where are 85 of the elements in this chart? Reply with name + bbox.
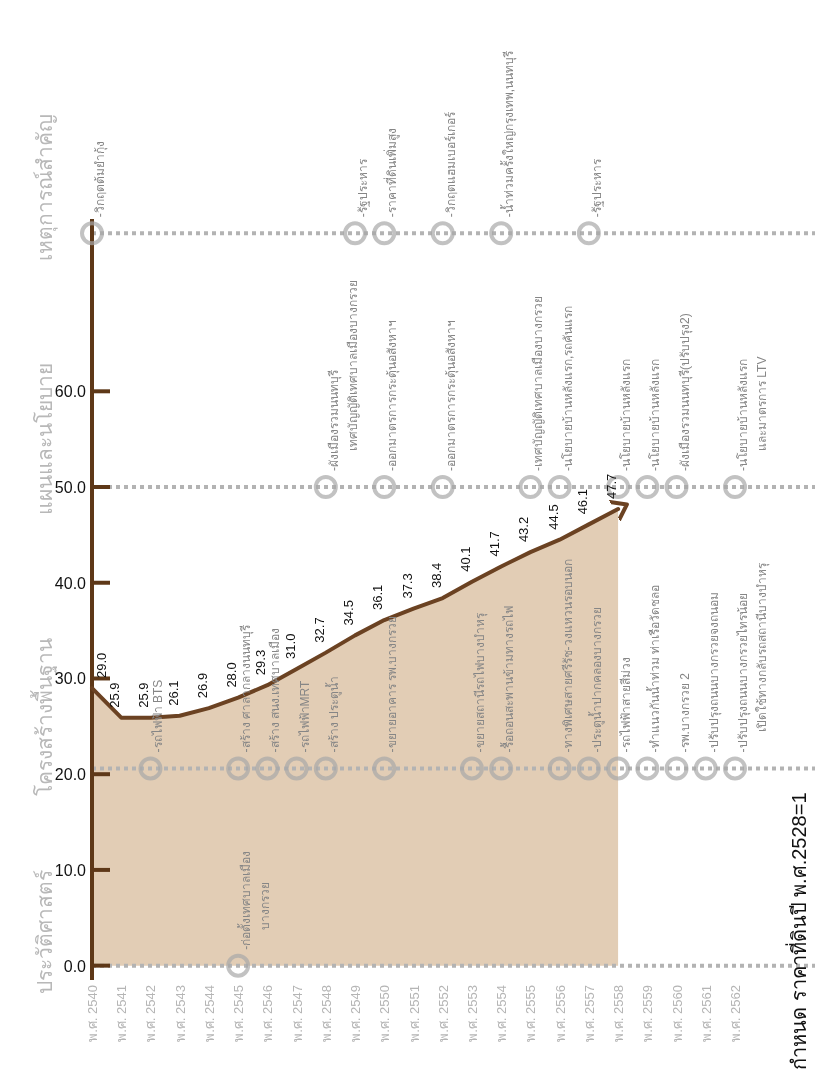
data-label: 29.3 xyxy=(253,649,269,676)
data-label: 43.2 xyxy=(516,516,532,543)
annotation: -รพ.บางกรวย 2 xyxy=(677,672,692,753)
x-tick-label: พ.ศ. 2546 xyxy=(260,985,276,1042)
data-label: 47.7 xyxy=(604,473,620,500)
annotation: -นโยบายบ้านหลังแรก xyxy=(648,359,663,472)
text: กำหนด ราคาที่ดินปี พ.ศ.2528=1 xyxy=(785,792,810,1070)
annotation: -ปรับปรุงถนนบางกรวยไทรน้อย เปิดใช้ทางกลับรถสถานีบางบำหรุ xyxy=(736,562,770,753)
x-tick-label: พ.ศ. 2561 xyxy=(698,985,714,1042)
data-label: 26.9 xyxy=(194,672,210,699)
data-label: 40.1 xyxy=(457,546,473,572)
annotation: -วิกฤตแฮมเบอร์เกอร์ xyxy=(443,111,458,218)
annotation: -สร้าง ศาลากลางนนทบุรี xyxy=(239,624,255,753)
x-tick-label: พ.ศ. 2549 xyxy=(348,985,364,1042)
annotation: -รถไฟฟ้าสายสีม่วง xyxy=(619,657,634,753)
x-tick-label: พ.ศ. 2548 xyxy=(318,985,334,1042)
data-label: 25.9 xyxy=(107,682,123,708)
data-label: 29.0 xyxy=(94,652,109,679)
data-label: 37.3 xyxy=(399,573,415,599)
annotation: -รถไฟฟ้า BTS xyxy=(151,679,166,753)
x-tick-label: พ.ศ. 2560 xyxy=(669,985,685,1042)
ref-line-label: เหตุการณ์สำคัญ xyxy=(33,114,58,262)
data-label: 31.0 xyxy=(282,633,298,659)
x-tick-label: พ.ศ. 2556 xyxy=(552,985,568,1042)
x-tick-label: พ.ศ. 2559 xyxy=(640,985,656,1042)
data-label: 25.9 xyxy=(136,682,152,708)
y-tick-label: 60.0 xyxy=(54,383,87,401)
x-tick-label: พ.ศ. 2543 xyxy=(172,985,188,1042)
x-tick-label: พ.ศ. 2550 xyxy=(377,985,393,1042)
annotation: -รถไฟฟ้าMRT xyxy=(297,680,312,753)
x-tick-label: พ.ศ. 2541 xyxy=(114,985,130,1042)
ref-line-label: โครงสร้างพื้นฐาน xyxy=(30,638,57,797)
y-tick-label: 10.0 xyxy=(54,861,87,879)
x-tick-label: พ.ศ. 2555 xyxy=(523,985,539,1042)
annotation: -วิกฤตต้มยำกุ้ง xyxy=(93,141,108,218)
annotation: -น้ำท่วมครั้งใหญ่กรุงเทพ,นนทบุรี xyxy=(500,50,518,218)
x-tick-label: พ.ศ. 2551 xyxy=(406,985,422,1042)
data-label: 36.1 xyxy=(370,584,386,611)
data-label: 44.5 xyxy=(545,504,561,530)
annotation: -ออกมาตรการกระตุ้นอสังหาฯ xyxy=(385,320,401,472)
data-label: 38.4 xyxy=(428,562,444,589)
data-label: 32.7 xyxy=(311,617,327,643)
x-tick-label: พ.ศ. 2545 xyxy=(231,985,247,1042)
annotation: -นโยบายบ้านหลังแรก xyxy=(619,359,634,472)
ref-line-label: แผนและนโยบาย xyxy=(33,363,56,516)
y-tick-label: 50.0 xyxy=(54,479,87,497)
annotation: -ออกมาตรการกระตุ้นอสังหาฯ xyxy=(443,320,459,472)
annotation: -นโยบายบ้านหลังแรก,รถคันแรก xyxy=(560,305,575,472)
ref-line-label: ประวัติศาสตร์ xyxy=(33,869,56,994)
annotation: -ก่อตั้งเทศบาลเมือง บางกรวย xyxy=(237,850,273,950)
annotation: -ราคาที่ดินเพิ่มสูง xyxy=(383,128,401,218)
x-tick-label: พ.ศ. 2557 xyxy=(581,985,597,1042)
x-tick-label: พ.ศ. 2553 xyxy=(464,985,480,1042)
x-tick-label: พ.ศ. 2547 xyxy=(289,985,305,1042)
data-label: 46.1 xyxy=(574,489,590,515)
x-tick-label: พ.ศ. 2562 xyxy=(728,985,743,1042)
x-tick-label: พ.ศ. 2552 xyxy=(435,985,451,1042)
annotation: -สร้าง สนง.เทศบาลเมือง xyxy=(268,627,283,753)
annotation: -ผังเมืองรวมนนทบุรี เทศบัญญัติเทศบาลเมืองบางกรวย xyxy=(326,280,360,472)
x-tick-label: พ.ศ. 2542 xyxy=(143,985,159,1042)
y-tick-label: 20.0 xyxy=(54,766,87,784)
annotation: -ประตูน้ำปากคลองบางกรวย xyxy=(587,607,605,753)
y-tick-label: 0.0 xyxy=(63,957,87,975)
annotation: -รื้อถอนสะพานข้ามทางรถไฟ xyxy=(500,606,517,753)
annotation: -ปรับปรุงถนนบางกรวยจงถนอม xyxy=(706,592,722,753)
data-label: 34.5 xyxy=(341,600,357,626)
annotation: -รัฐประหาร xyxy=(589,158,604,218)
y-tick-label: 40.0 xyxy=(54,574,87,592)
annotation: -สร้าง ประตูน้ำ xyxy=(324,676,342,753)
data-label: 41.7 xyxy=(487,531,503,557)
x-tick-label: พ.ศ. 2554 xyxy=(494,985,510,1042)
y-tick-label: 30.0 xyxy=(54,670,87,688)
data-label: 26.1 xyxy=(165,680,181,706)
annotation: -ทำแนวกันน้ำท่วม ท่าเรือวัดชลอ xyxy=(646,585,663,753)
annotation: -ผังเมืองรวมนนทบุรี(ปรับปรุง2) xyxy=(677,313,693,472)
annotation: -ขยายอาคาร รพ.บางกรวย xyxy=(385,615,400,753)
annotation: -ทางพิเศษสายศรีรัช-วงแหวนรอบนอก xyxy=(560,559,575,753)
annotation: -เทศบัญญัติเทศบาลเมืองบางกรวย xyxy=(531,296,546,472)
annotation: -นโยบายบ้านหลังแรก และมาตรการ LTV xyxy=(736,356,769,472)
annotation: -รัฐประหาร xyxy=(356,158,371,218)
x-tick-label: พ.ศ. 2544 xyxy=(201,985,217,1042)
data-label: 28.0 xyxy=(224,662,240,688)
annotation: -ขยายสถานีรถไฟบางบำหรุ xyxy=(472,612,488,753)
x-tick-label: พ.ศ. 2558 xyxy=(611,985,627,1042)
x-tick-label: พ.ศ. 2540 xyxy=(85,985,100,1042)
